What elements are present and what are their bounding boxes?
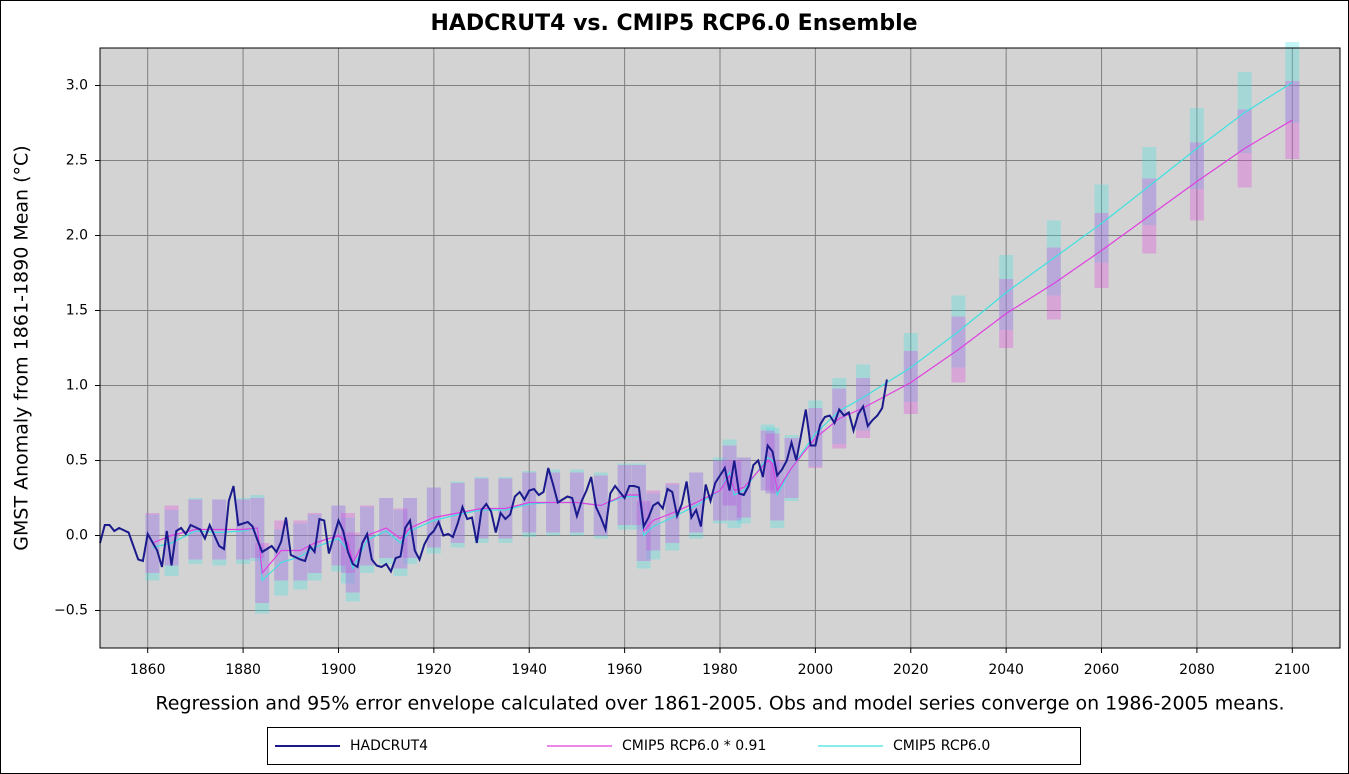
x-tick-label: 1880 xyxy=(225,662,261,678)
x-tick-label: 2100 xyxy=(1274,662,1310,678)
legend-label: CMIP5 RCP6.0 * 0.91 xyxy=(622,738,766,754)
plot-border xyxy=(99,47,1341,649)
y-tick-label: 1.5 xyxy=(66,303,88,319)
y-tick-label: 2.5 xyxy=(66,153,88,169)
x-tick-label: 1980 xyxy=(702,662,738,678)
y-tick-label: 0.5 xyxy=(66,453,88,469)
series-line xyxy=(99,379,888,574)
y-tick-label: 3.0 xyxy=(66,78,88,94)
legend xyxy=(267,727,1081,765)
series-line xyxy=(152,119,1293,575)
x-tick-label: 2040 xyxy=(988,662,1024,678)
x-tick-label: 1860 xyxy=(130,662,166,678)
x-tick-label: 2000 xyxy=(798,662,834,678)
x-tick-label: 1960 xyxy=(607,662,643,678)
note: Regression and 95% error envelope calcul… xyxy=(155,693,1284,715)
y-tick-label: 0.0 xyxy=(66,528,88,544)
y-tick-label: −0.5 xyxy=(54,603,88,619)
y-tick-label: 2.0 xyxy=(66,228,88,244)
chart-title: HADCRUT4 vs. CMIP5 RCP6.0 Ensemble xyxy=(430,11,917,36)
legend-label: HADCRUT4 xyxy=(350,738,428,754)
x-tick-label: 2020 xyxy=(893,662,929,678)
x-tick-label: 1940 xyxy=(511,662,547,678)
x-tick-label: 2060 xyxy=(1084,662,1120,678)
x-tick-label: 2080 xyxy=(1179,662,1215,678)
legend-label: CMIP5 RCP6.0 xyxy=(893,738,990,754)
x-tick-label: 1900 xyxy=(321,662,357,678)
y-axis-label: GMST Anomaly from 1861-1890 Mean (°C) xyxy=(11,145,33,550)
x-tick-label: 1920 xyxy=(416,662,452,678)
y-tick-label: 1.0 xyxy=(66,378,88,394)
